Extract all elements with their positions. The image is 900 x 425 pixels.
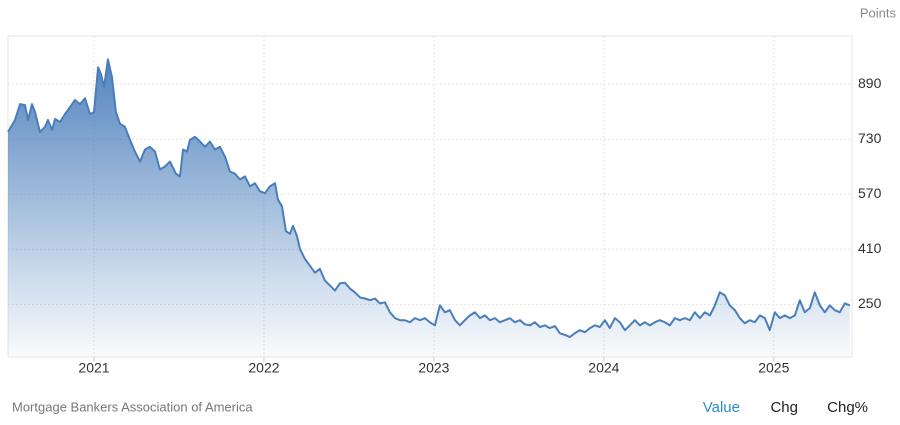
source: Mortgage Bankers Association of America: [12, 399, 253, 414]
x-tick-label: 2022: [248, 360, 279, 376]
area: [8, 59, 850, 358]
tab-value[interactable]: Value: [703, 399, 740, 416]
y-tick-label: 250: [858, 295, 882, 311]
y-axis-label: Points: [860, 5, 897, 20]
line: [7, 58, 851, 339]
y-tick-label: 570: [858, 185, 882, 201]
y-tick-label: 890: [858, 75, 882, 91]
x-tick-label: 2023: [418, 360, 449, 376]
y-tick-label: 410: [858, 240, 882, 256]
x-tick-label: 2025: [758, 360, 789, 376]
y-tick-label: 730: [858, 130, 882, 146]
x-tick-label: 2024: [588, 360, 619, 376]
x-tick-label: 2021: [78, 360, 109, 376]
tab-chg[interactable]: Chg: [770, 399, 798, 416]
tab-chg-pct[interactable]: Chg%: [827, 399, 868, 416]
